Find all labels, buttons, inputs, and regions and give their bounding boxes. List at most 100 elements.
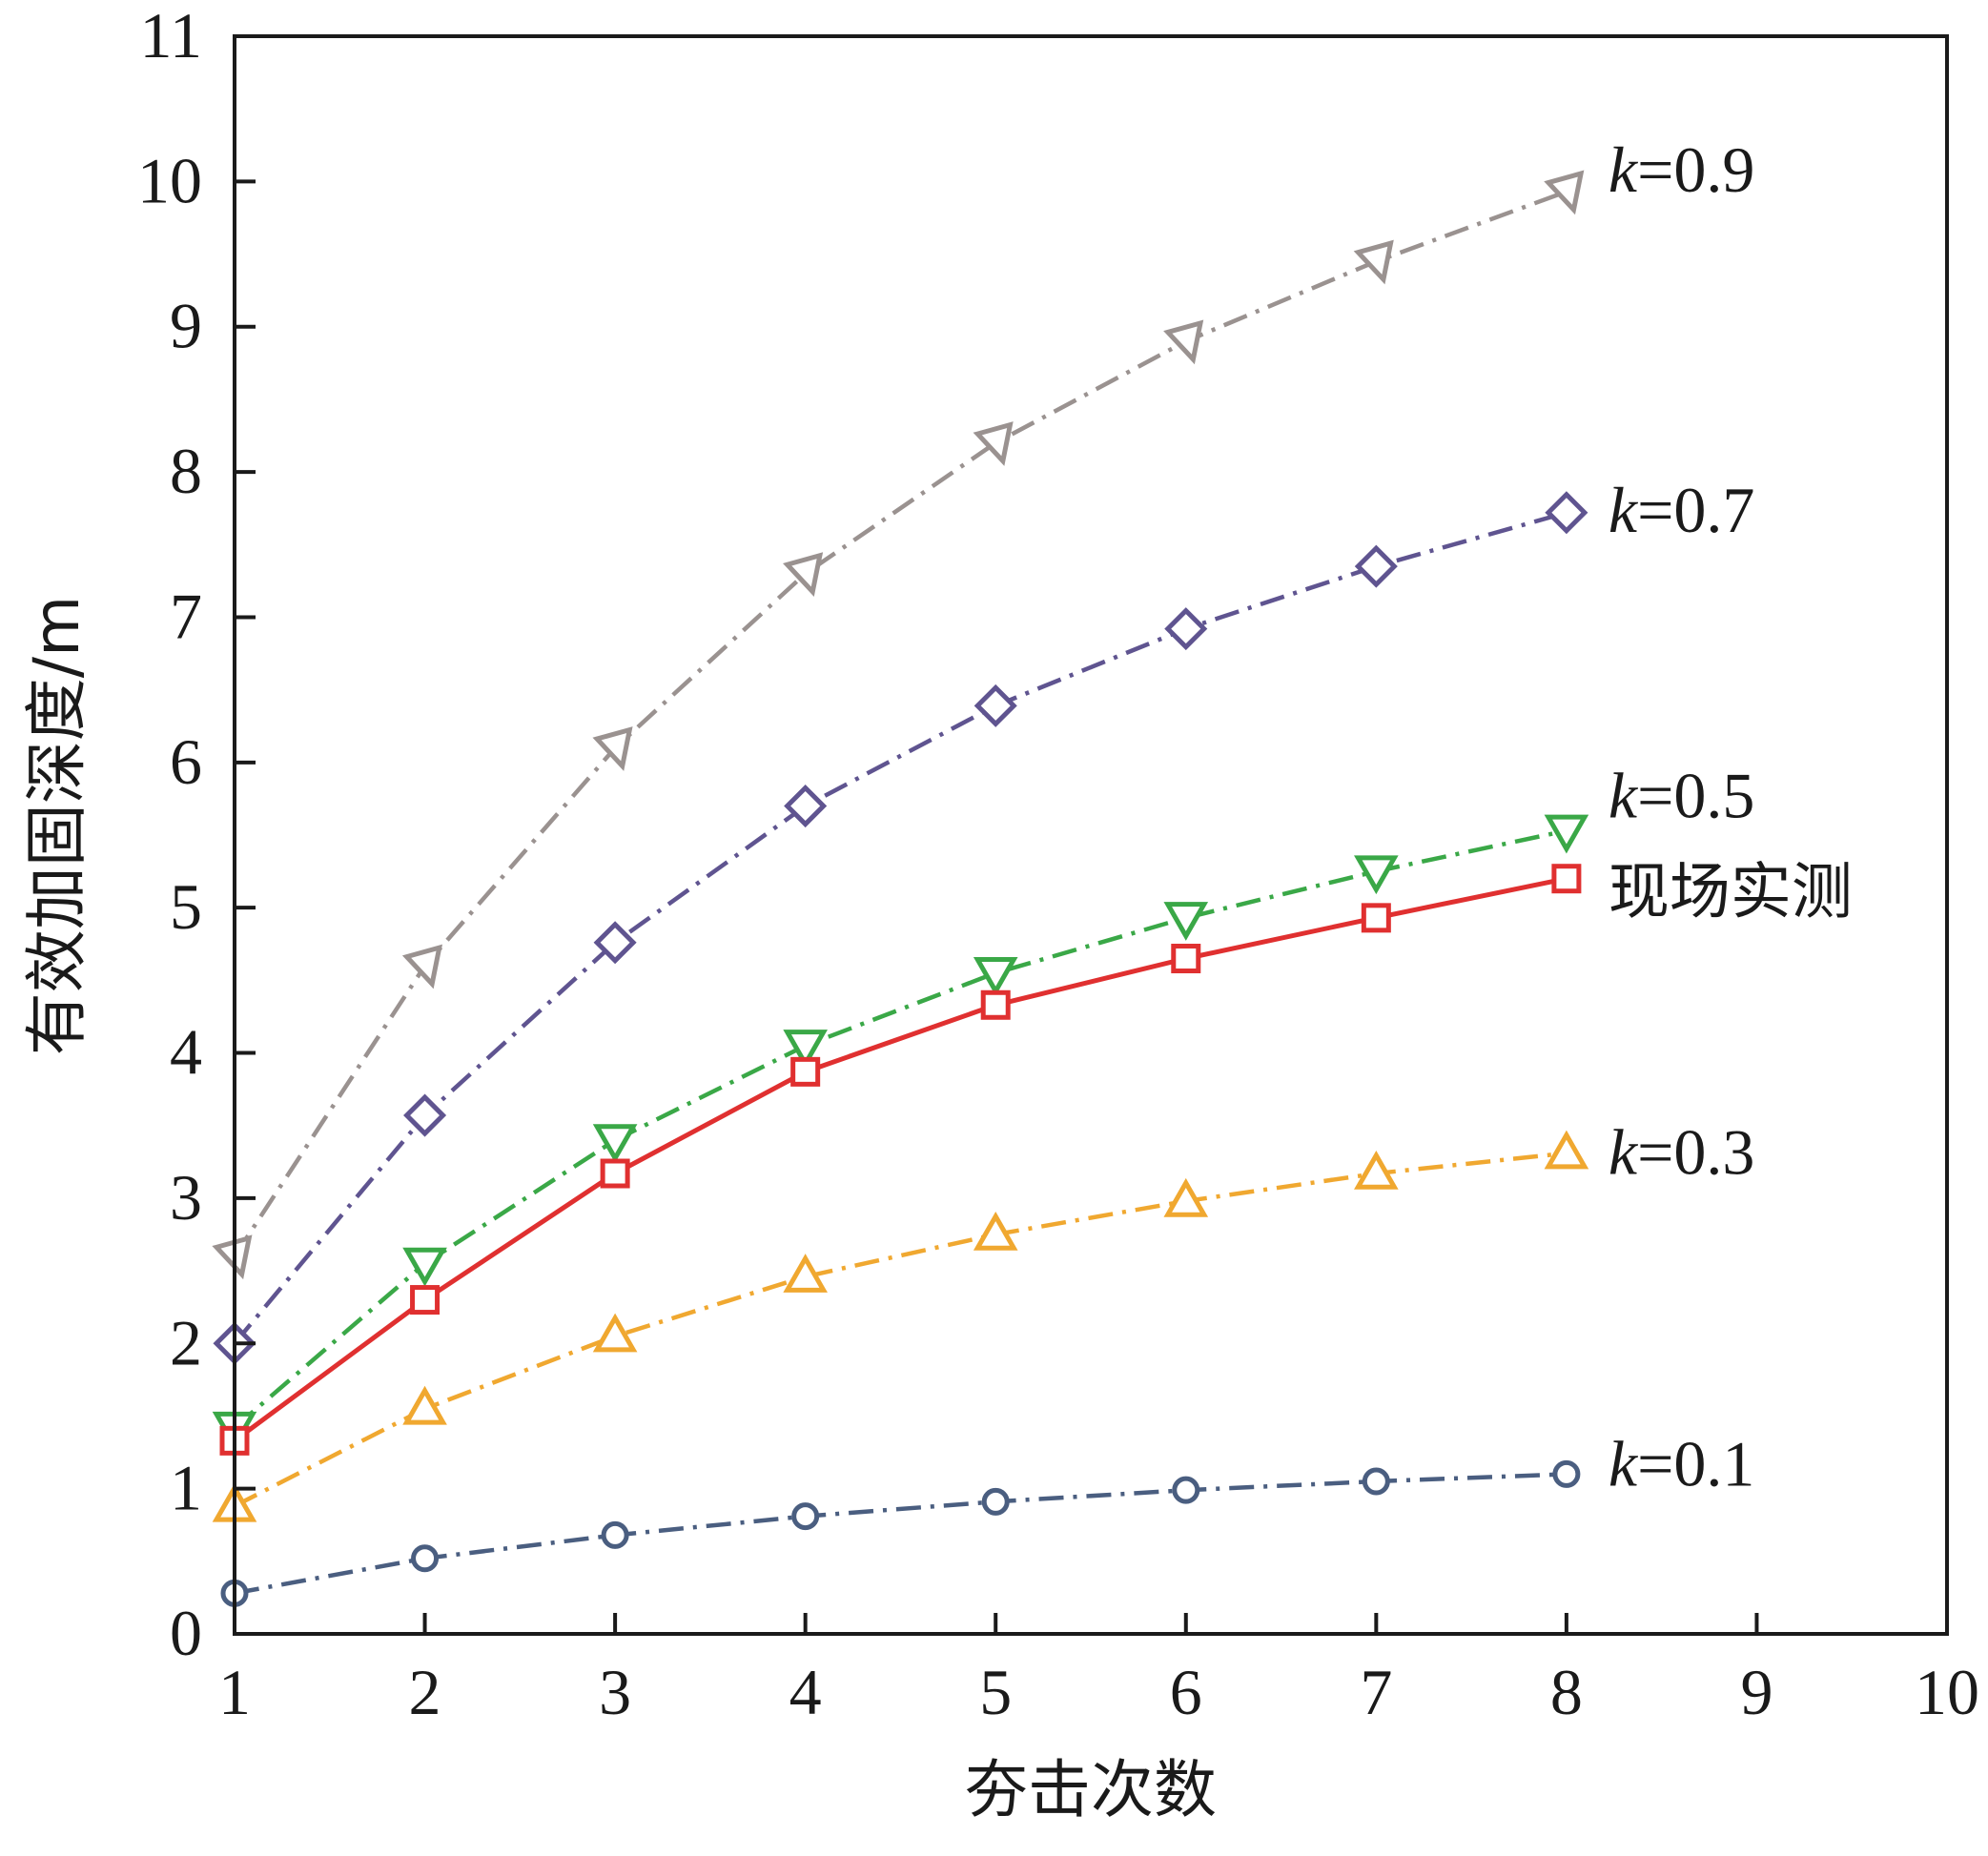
data-point-square [600, 1158, 630, 1189]
series-label-value: =0.7 [1637, 474, 1754, 546]
series-label: k=0.5 [1609, 759, 1755, 831]
data-point-triangle-down [1544, 814, 1589, 854]
data-point-diamond [593, 921, 637, 965]
y-tick-label: 5 [170, 870, 202, 943]
y-tick-label: 3 [170, 1161, 202, 1234]
y-tick-label: 9 [170, 290, 202, 362]
series-line [234, 1472, 1567, 1596]
data-point-circle [1172, 1476, 1200, 1504]
series-label-variable: k [1609, 474, 1639, 546]
series-line [233, 876, 1568, 1443]
x-tick-label: 2 [409, 1656, 441, 1728]
series-label-value: 现场实测 [1609, 858, 1853, 928]
x-tick-label: 10 [1915, 1656, 1979, 1728]
y-tick-label: 7 [170, 580, 202, 652]
data-point-triangle-left [1544, 170, 1585, 215]
data-point-circle [981, 1487, 1010, 1516]
plot-marks [212, 170, 1589, 1607]
y-axis-title: 有效加固深度/m [20, 596, 93, 1056]
data-point-triangle-down [783, 1030, 828, 1069]
series-label-variable: k [1609, 1427, 1639, 1499]
series-label-value: =0.3 [1637, 1116, 1754, 1189]
series-k=0.7 [213, 491, 1588, 1365]
data-point-triangle-left [401, 944, 443, 989]
data-point-square [980, 989, 1011, 1020]
series-line [233, 828, 1568, 1430]
series-label-variable: k [1609, 759, 1639, 831]
series-label-variable: k [1609, 1116, 1639, 1189]
series-line [233, 510, 1568, 1345]
series-k=0.3 [212, 1130, 1589, 1522]
x-tick-label: 1 [218, 1656, 251, 1728]
series-label: k=0.7 [1609, 474, 1755, 546]
data-point-circle [1362, 1467, 1390, 1496]
data-point-diamond [1164, 607, 1208, 651]
series-label-value: =0.5 [1637, 759, 1754, 831]
series-label: 现场实测 [1609, 858, 1853, 928]
series-k=0.9 [212, 170, 1585, 1280]
data-point-triangle-left [592, 726, 633, 771]
data-point-triangle-up [1163, 1177, 1209, 1217]
x-tick-label: 5 [979, 1656, 1012, 1728]
series-k=0.1 [220, 1459, 1581, 1607]
data-point-triangle-down [1163, 902, 1209, 941]
y-tick-label: 2 [170, 1306, 202, 1378]
data-point-diamond [1354, 544, 1398, 588]
data-point-triangle-up [1354, 1150, 1399, 1190]
data-point-triangle-up [973, 1211, 1018, 1251]
x-tick-label: 3 [599, 1656, 631, 1728]
x-tick-label: 7 [1360, 1656, 1392, 1728]
y-tick-label: 4 [170, 1016, 202, 1089]
data-point-diamond [784, 784, 828, 828]
data-point-square [1361, 903, 1391, 933]
y-tick-label: 0 [170, 1597, 202, 1669]
data-point-diamond [974, 683, 1017, 727]
data-point-triangle-up [783, 1254, 828, 1293]
x-tick-label: 8 [1550, 1656, 1583, 1728]
data-point-square [1171, 944, 1201, 974]
series-label-value: =0.9 [1637, 133, 1754, 206]
data-point-triangle-down [1354, 855, 1399, 895]
plot-frame [233, 34, 1949, 1636]
data-point-circle [1552, 1459, 1581, 1488]
data-point-triangle-up [402, 1385, 447, 1425]
data-point-triangle-down [973, 956, 1018, 996]
data-point-triangle-up [1544, 1130, 1589, 1170]
y-tick-label: 11 [140, 0, 202, 71]
y-tick-label: 6 [170, 725, 202, 798]
y-tick-label: 8 [170, 435, 202, 507]
data-point-triangle-left [783, 552, 824, 598]
series-label: k=0.9 [1609, 133, 1755, 206]
data-point-circle [411, 1544, 440, 1573]
x-tick-label: 6 [1170, 1656, 1202, 1728]
series-label: k=0.3 [1609, 1116, 1755, 1189]
x-tick-label: 4 [789, 1656, 822, 1728]
y-tick-label: 10 [137, 144, 202, 216]
x-tick-label: 9 [1740, 1656, 1773, 1728]
series-label-value: =0.1 [1637, 1427, 1754, 1499]
data-point-triangle-left [973, 421, 1014, 466]
data-point-square [790, 1056, 821, 1087]
data-point-circle [601, 1520, 629, 1549]
series-k=0.5 [212, 814, 1589, 1451]
data-point-triangle-up [592, 1313, 638, 1353]
series-现场实测 [219, 864, 1582, 1456]
data-point-diamond [403, 1093, 447, 1137]
data-point-square [1551, 864, 1582, 894]
data-point-triangle-down [592, 1124, 638, 1164]
x-axis-title: 夯击次数 [965, 1753, 1217, 1826]
y-tick-label: 1 [170, 1452, 202, 1524]
data-point-triangle-down [402, 1247, 447, 1287]
series-line [233, 1151, 1568, 1508]
data-point-diamond [1545, 491, 1588, 535]
data-point-square [410, 1285, 441, 1316]
series-label-variable: k [1609, 133, 1639, 206]
data-point-triangle-left [1163, 319, 1204, 365]
series-label: k=0.1 [1609, 1427, 1755, 1499]
series-line [233, 189, 1568, 1258]
data-point-circle [791, 1502, 820, 1531]
